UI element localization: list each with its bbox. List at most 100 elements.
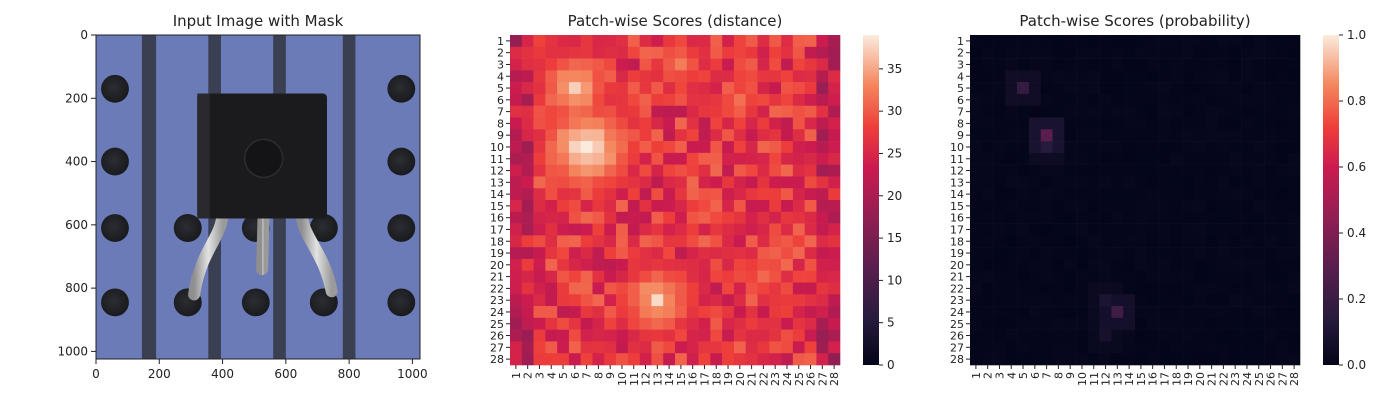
heatmap-cell xyxy=(1182,329,1195,342)
heatmap-cell xyxy=(604,129,617,142)
heatmap-cell xyxy=(1205,341,1218,354)
heatmap-cell xyxy=(710,329,723,342)
heatmap-cell xyxy=(686,70,699,83)
heatmap-cell xyxy=(733,164,747,177)
heatmap-cell xyxy=(1087,141,1100,154)
heatmap-cell xyxy=(733,188,747,201)
heatmap-cell xyxy=(639,270,652,283)
heatmap-cell xyxy=(627,93,640,107)
heatmap-cell xyxy=(675,211,688,224)
heatmap-cell xyxy=(545,329,558,342)
heatmap-cell xyxy=(1170,270,1183,283)
heatmap-cell xyxy=(580,152,593,165)
heatmap-cell xyxy=(533,341,546,354)
heatmap-cell xyxy=(1005,129,1018,142)
heatmap-cell xyxy=(627,270,640,283)
heatmap-cell xyxy=(1040,294,1053,307)
heatmap-cell xyxy=(1229,188,1242,201)
heatmap-cell xyxy=(769,117,782,130)
heatmap-cell xyxy=(781,82,794,95)
x-tick-label: 19 xyxy=(1182,372,1195,386)
heatmap-cell xyxy=(1264,93,1277,107)
heatmap-cell xyxy=(1146,152,1159,165)
heatmap-cell xyxy=(722,46,735,59)
heatmap-cell xyxy=(1229,129,1242,142)
heatmap-cell xyxy=(781,282,794,295)
heatmap-cell xyxy=(545,46,558,59)
heatmap-cell xyxy=(970,176,983,189)
heatmap-cell xyxy=(1205,152,1218,165)
heatmap-cell xyxy=(1158,46,1171,59)
heatmap-cell xyxy=(557,353,570,366)
heatmap-cell xyxy=(1193,329,1207,342)
heatmap-cell xyxy=(722,141,735,154)
heatmap-cell xyxy=(1028,282,1042,295)
heatmap-cell xyxy=(828,353,841,366)
heatmap-cell xyxy=(1146,270,1159,283)
heatmap-cell xyxy=(745,93,758,107)
heatmap-cell xyxy=(1005,152,1018,165)
heatmap-cell xyxy=(1158,35,1171,48)
x-tick-label: 10 xyxy=(1076,372,1089,386)
x-tick-label: 14 xyxy=(1123,372,1136,386)
heatmap-cell xyxy=(510,353,523,366)
heatmap-cell xyxy=(1028,200,1042,213)
heatmap-cell xyxy=(1005,329,1018,342)
heatmap-cell xyxy=(604,235,617,248)
heatmap-cell xyxy=(510,35,523,48)
heatmap-cell xyxy=(663,82,676,95)
heatmap-cell xyxy=(1135,70,1148,83)
heatmap-cell xyxy=(1252,329,1265,342)
heatmap-cell xyxy=(1123,270,1136,283)
heatmap-cell xyxy=(698,235,711,248)
heatmap-cell xyxy=(1182,270,1195,283)
heatmap-cell xyxy=(1205,141,1218,154)
heatmap-cell xyxy=(580,247,593,260)
heatmap-cell xyxy=(1040,353,1053,366)
heatmap-cell xyxy=(580,176,593,189)
heatmap-cell xyxy=(557,223,570,236)
heatmap-cell xyxy=(1087,270,1100,283)
board-hole xyxy=(387,74,416,103)
heatmap-cell xyxy=(1064,329,1077,342)
heatmap-cell xyxy=(1229,282,1242,295)
heatmap-cell xyxy=(781,211,794,224)
heatmap-cell xyxy=(616,46,629,59)
heatmap-cell xyxy=(981,341,994,354)
heatmap-cell xyxy=(1087,188,1100,201)
heatmap-cell xyxy=(1170,223,1183,236)
heatmap-cell xyxy=(686,152,699,165)
heatmap-cell xyxy=(533,188,546,201)
heatmap-cell xyxy=(568,329,582,342)
heatmap-cell xyxy=(592,58,605,71)
heatmap-cell xyxy=(733,82,747,95)
heatmap-cell xyxy=(1005,317,1018,330)
heatmap-cell xyxy=(651,341,664,354)
heatmap-cell xyxy=(1170,70,1183,83)
heatmap-cell xyxy=(1052,317,1065,330)
heatmap-cell xyxy=(1182,164,1195,177)
heatmap-cell xyxy=(981,306,994,319)
heatmap-cell xyxy=(592,129,605,142)
heatmap-cell xyxy=(686,353,699,366)
heatmap-cell xyxy=(1064,211,1077,224)
heatmap-cell xyxy=(993,152,1006,165)
heatmap-cell xyxy=(1064,35,1077,48)
heatmap-cell xyxy=(521,93,534,107)
heatmap-cell xyxy=(651,200,664,213)
y-tick-label: 25 xyxy=(490,318,504,331)
heatmap-cell xyxy=(1170,235,1183,248)
heatmap-cell xyxy=(1028,258,1042,272)
heatmap-cell xyxy=(1170,247,1183,260)
heatmap-cell xyxy=(675,329,688,342)
heatmap-cell xyxy=(1158,176,1171,189)
heatmap-cell xyxy=(651,317,664,330)
heatmap-cell xyxy=(651,46,664,59)
heatmap-cell xyxy=(816,341,829,354)
heatmap-cell xyxy=(745,211,758,224)
heatmap-cell xyxy=(1241,93,1254,107)
heatmap-cell xyxy=(1111,294,1124,307)
heatmap-cell xyxy=(521,223,534,236)
heatmap-cell xyxy=(545,223,558,236)
heatmap-cell xyxy=(781,294,794,307)
